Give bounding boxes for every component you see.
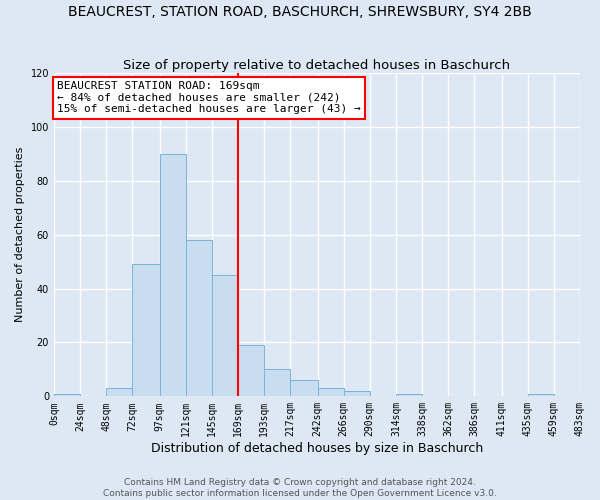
Text: BEAUCREST STATION ROAD: 169sqm
← 84% of detached houses are smaller (242)
15% of: BEAUCREST STATION ROAD: 169sqm ← 84% of … [57, 81, 361, 114]
Title: Size of property relative to detached houses in Baschurch: Size of property relative to detached ho… [124, 59, 511, 72]
X-axis label: Distribution of detached houses by size in Baschurch: Distribution of detached houses by size … [151, 442, 483, 455]
Text: Contains HM Land Registry data © Crown copyright and database right 2024.
Contai: Contains HM Land Registry data © Crown c… [103, 478, 497, 498]
Bar [133, 264, 160, 396]
Bar [106, 388, 133, 396]
Bar [344, 391, 370, 396]
Bar [54, 394, 80, 396]
Bar [396, 394, 422, 396]
Bar [186, 240, 212, 396]
Y-axis label: Number of detached properties: Number of detached properties [15, 147, 25, 322]
Bar [160, 154, 186, 396]
Bar [290, 380, 317, 396]
Bar [212, 275, 238, 396]
Text: BEAUCREST, STATION ROAD, BASCHURCH, SHREWSBURY, SY4 2BB: BEAUCREST, STATION ROAD, BASCHURCH, SHRE… [68, 5, 532, 19]
Bar [238, 345, 264, 397]
Bar [317, 388, 344, 396]
Bar [528, 394, 554, 396]
Bar [264, 370, 290, 396]
